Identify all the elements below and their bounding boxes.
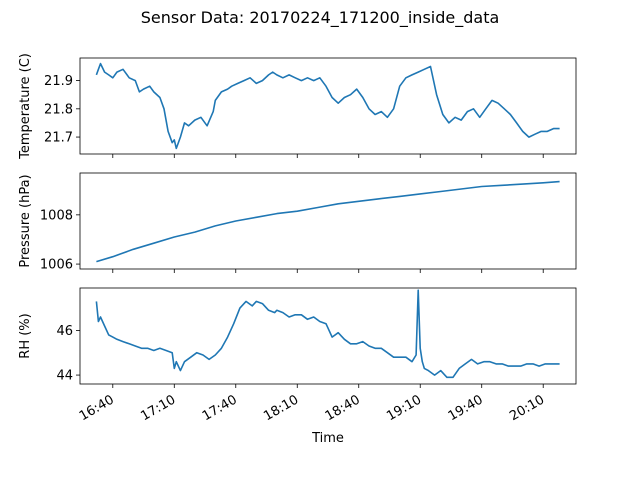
axes-frame bbox=[79, 57, 577, 155]
figure-title: Sensor Data: 20170224_171200_inside_data bbox=[141, 8, 500, 28]
x-tick-label: 20:10 bbox=[507, 392, 547, 424]
y-tick-label: 21.8 bbox=[44, 102, 73, 117]
x-tick-label: 19:10 bbox=[384, 392, 424, 424]
y-tick-label: 1008 bbox=[40, 208, 73, 223]
x-axis-label: Time bbox=[311, 431, 344, 446]
y-tick-label: 46 bbox=[56, 324, 73, 339]
x-tick-label: 16:40 bbox=[77, 392, 117, 424]
x-tick-label: 17:10 bbox=[138, 392, 178, 424]
x-tick-label: 18:40 bbox=[323, 392, 363, 424]
x-tick-label: 17:40 bbox=[200, 392, 240, 424]
subplot-2: 1006 1008 Pressure (hPa) bbox=[18, 172, 577, 273]
y-tick-label: 1006 bbox=[40, 258, 73, 273]
series-line bbox=[96, 180, 560, 263]
y-tick-label: 44 bbox=[56, 369, 73, 384]
subplot-3: 44 46 RH (%) 16:40 17:10 17:40 18:10 18:40 19:10… bbox=[18, 287, 577, 424]
x-tick-label: 18:10 bbox=[261, 392, 301, 424]
y-tick-label: 21.9 bbox=[44, 74, 73, 89]
x-tick-label: 19:40 bbox=[446, 392, 486, 424]
series-line bbox=[95, 62, 560, 150]
series-line bbox=[95, 289, 560, 379]
axes-frame bbox=[79, 287, 577, 385]
axes-frame bbox=[79, 172, 577, 270]
y-axis-label: Temperature (C) bbox=[18, 53, 33, 160]
y-axis-label: RH (%) bbox=[18, 313, 33, 358]
subplot-1: 21.7 21.8 21.9 Temperature (C) bbox=[18, 53, 577, 160]
y-axis-label: Pressure (hPa) bbox=[18, 174, 33, 267]
y-tick-label: 21.7 bbox=[44, 131, 73, 146]
